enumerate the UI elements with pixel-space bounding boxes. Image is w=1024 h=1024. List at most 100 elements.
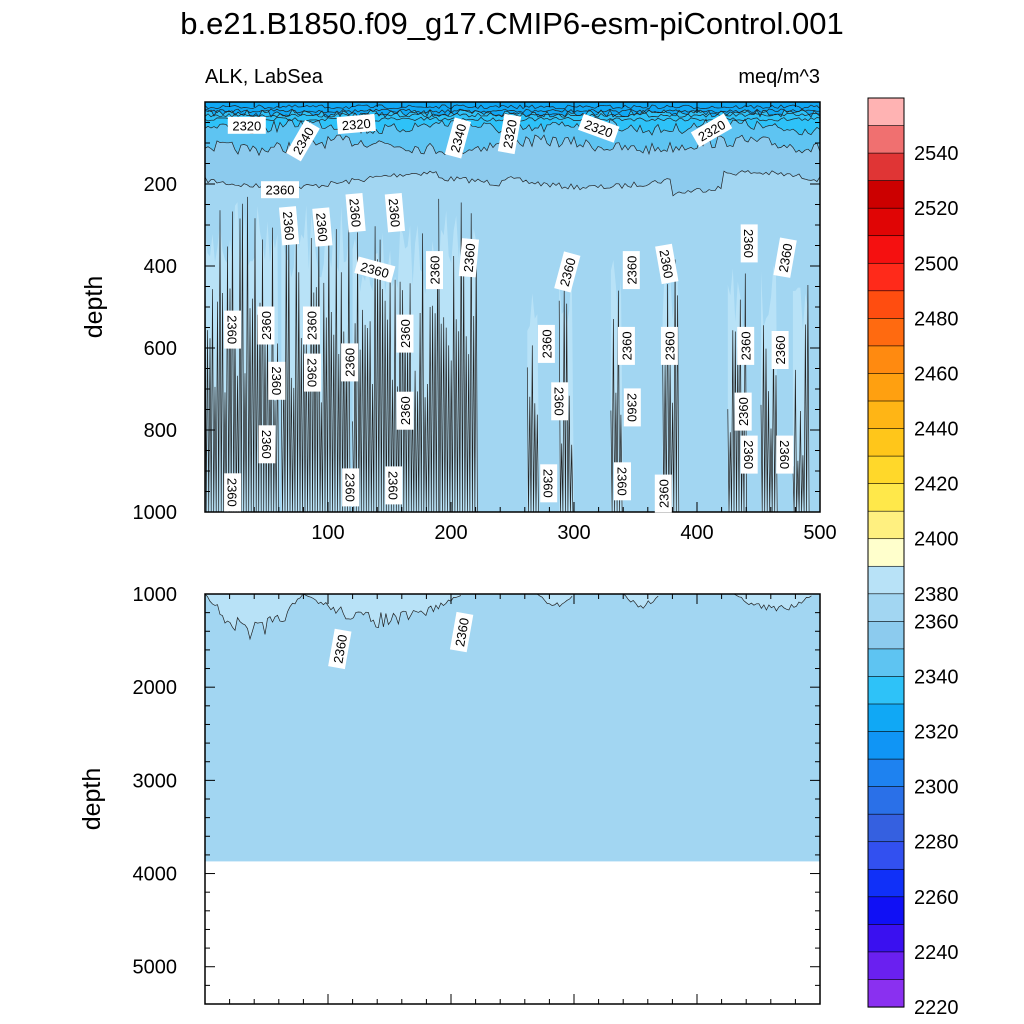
contour-label: 2360 <box>614 462 631 501</box>
contour-label-bg <box>740 435 758 474</box>
colorbar-swatch <box>867 868 905 898</box>
colorbar-swatch <box>867 455 905 485</box>
contour-label-bg <box>771 331 789 369</box>
upper-contour-line-0 <box>205 170 820 197</box>
contour-label: 2360 <box>654 474 672 513</box>
contour-label-text: 2360 <box>656 479 671 508</box>
upper-plume-line-10 <box>792 284 810 512</box>
y-tick-label: 2000 <box>133 677 178 699</box>
contour-label-text: 2360 <box>313 212 330 242</box>
upper-surface-line <box>205 108 820 114</box>
contour-label: 2360 <box>304 353 321 392</box>
colorbar-label: 2440 <box>914 419 959 441</box>
colorbar-swatch <box>867 676 905 705</box>
colorbar-swatch <box>867 924 905 953</box>
y-tick-label: 5000 <box>133 957 178 979</box>
contour-label-text: 2360 <box>269 366 284 395</box>
upper-plot: 100 200 300 400 500 200 400 600 800 1000 2320 2340 2… <box>80 101 837 544</box>
contour-label: 2360 <box>261 181 299 199</box>
contour-label: 2360 <box>773 237 797 278</box>
contour-label-bg <box>578 113 620 143</box>
contour-label: 2360 <box>328 628 352 670</box>
colorbar-swatch <box>867 565 905 595</box>
contour-label-bg <box>261 181 299 199</box>
contour-label: 2360 <box>554 251 581 293</box>
contour-label-text: 2340 <box>447 122 469 154</box>
contour-label: 2360 <box>776 435 794 474</box>
contour-label-text: 2360 <box>305 311 320 340</box>
contour-label: 2360 <box>540 464 558 503</box>
contour-label: 2360 <box>660 326 678 365</box>
colorbar-label: 2320 <box>914 722 959 744</box>
colorbar-swatch <box>867 262 905 292</box>
contour-label-text: 2360 <box>398 396 413 425</box>
left-subtitle: ALK, LabSea <box>205 66 324 88</box>
contour-label-text: 2360 <box>776 242 796 273</box>
contour-label: 2360 <box>622 251 640 290</box>
contour-label: 2360 <box>345 192 366 233</box>
contour-label-text: 2360 <box>741 440 756 469</box>
contour-label-text: 2360 <box>615 467 630 496</box>
contour-label-text: 2320 <box>232 118 261 133</box>
contour-label-text: 2360 <box>259 311 274 340</box>
contour-label-text: 2360 <box>343 348 358 377</box>
upper-plume-line-9 <box>760 325 778 512</box>
colorbar-swatch <box>867 538 905 567</box>
contour-label-bg <box>776 435 794 474</box>
lower-fill <box>205 594 820 862</box>
contour-label: 2360 <box>278 206 300 246</box>
contour-label-text: 2360 <box>305 358 320 387</box>
contour-label-bg <box>737 326 755 365</box>
contour-label-text: 2360 <box>736 397 751 426</box>
colorbar-label: 2280 <box>914 832 959 854</box>
colorbar-swatch <box>867 731 905 760</box>
contour-label: 2360 <box>426 251 443 290</box>
contour-label-text: 2360 <box>739 331 754 360</box>
colorbar-swatch <box>867 593 905 622</box>
colorbar-swatch <box>867 483 905 512</box>
upper-fill <box>205 102 820 512</box>
colorbar-swatch <box>867 813 905 843</box>
x-tick-label: 300 <box>557 522 590 544</box>
colorbar-swatch <box>867 510 905 540</box>
contour-label-bg <box>304 353 321 392</box>
contour-label: 2360 <box>771 331 789 369</box>
contour-label-bg <box>227 116 266 134</box>
contour-label: 2360 <box>385 466 403 505</box>
colorbar-swatch <box>867 290 905 319</box>
contour-label-bg <box>224 310 242 349</box>
colorbar-label: 2500 <box>914 253 959 275</box>
contour-label: 2360 <box>623 388 641 427</box>
contour-label-bg <box>623 388 641 427</box>
contour-label-bg <box>336 113 376 135</box>
contour-label-bg <box>384 192 406 233</box>
colorbar-swatch <box>867 979 905 1008</box>
contour-label: 2360 <box>342 468 360 507</box>
y-tick-label: 800 <box>144 420 177 442</box>
contour-label-bg <box>257 306 275 345</box>
contour-label-bg <box>286 119 320 162</box>
contour-label-bg <box>617 326 635 365</box>
contour-label: 2340 <box>444 117 472 159</box>
lower-plume-3 <box>623 594 661 609</box>
contour-label-bg <box>444 117 472 159</box>
colorbar-frame <box>867 97 905 1008</box>
contour-label-bg <box>341 343 359 382</box>
contour-label: 2360 <box>341 343 359 382</box>
colorbar-label: 2340 <box>914 667 959 689</box>
colorbar-label: 2300 <box>914 777 959 799</box>
contour-label-bg <box>224 473 242 512</box>
contour-label: 2360 <box>537 324 555 363</box>
contour-label-bg <box>773 237 797 278</box>
y-tick-label: 400 <box>144 256 177 278</box>
contour-label-text: 2360 <box>266 183 295 198</box>
contour-label-text: 2360 <box>552 387 567 416</box>
x-tick-label: 200 <box>434 522 467 544</box>
contour-label-text: 2360 <box>741 229 756 258</box>
colorbar-label: 2360 <box>914 611 959 633</box>
contour-label-bg <box>396 391 414 430</box>
upper-plume-line-1 <box>280 214 351 512</box>
contour-label-bg <box>654 474 672 513</box>
contour-label-bg <box>734 392 752 431</box>
